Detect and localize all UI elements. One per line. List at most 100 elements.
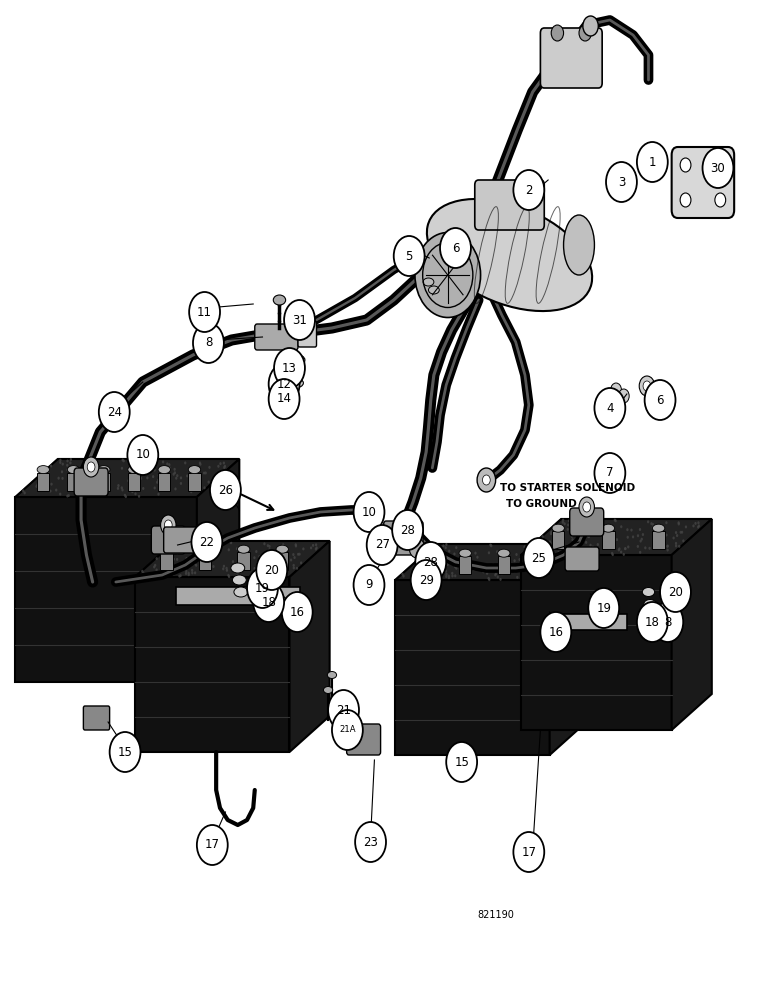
- Circle shape: [537, 566, 539, 569]
- FancyBboxPatch shape: [498, 556, 510, 574]
- Circle shape: [296, 567, 298, 570]
- Circle shape: [191, 571, 194, 574]
- Circle shape: [199, 475, 201, 478]
- Circle shape: [154, 486, 156, 489]
- FancyBboxPatch shape: [151, 526, 185, 554]
- Circle shape: [194, 562, 196, 565]
- Circle shape: [513, 832, 544, 872]
- Circle shape: [200, 549, 202, 552]
- FancyBboxPatch shape: [83, 706, 110, 730]
- Circle shape: [164, 553, 167, 556]
- Circle shape: [544, 574, 547, 577]
- Circle shape: [439, 577, 442, 580]
- Text: 14: 14: [276, 392, 292, 406]
- Ellipse shape: [552, 524, 564, 532]
- Circle shape: [39, 488, 41, 491]
- Circle shape: [556, 570, 558, 573]
- Circle shape: [73, 489, 76, 492]
- Circle shape: [225, 569, 228, 572]
- Circle shape: [155, 568, 157, 571]
- Circle shape: [161, 515, 176, 535]
- Circle shape: [164, 554, 166, 557]
- Circle shape: [178, 544, 180, 547]
- Circle shape: [191, 522, 222, 562]
- Circle shape: [256, 550, 258, 553]
- Circle shape: [176, 541, 178, 544]
- Circle shape: [166, 563, 168, 566]
- Circle shape: [656, 536, 659, 539]
- Circle shape: [185, 572, 188, 575]
- Circle shape: [89, 470, 91, 473]
- Circle shape: [249, 557, 251, 560]
- Ellipse shape: [459, 549, 472, 557]
- Circle shape: [295, 543, 297, 546]
- Circle shape: [537, 560, 540, 563]
- Circle shape: [675, 531, 677, 534]
- Polygon shape: [135, 541, 330, 577]
- Circle shape: [49, 490, 52, 493]
- Ellipse shape: [645, 611, 658, 620]
- Circle shape: [61, 477, 63, 480]
- Circle shape: [501, 572, 503, 575]
- Circle shape: [274, 555, 276, 558]
- Circle shape: [222, 461, 225, 464]
- Circle shape: [533, 552, 535, 555]
- Circle shape: [715, 158, 726, 172]
- Ellipse shape: [238, 545, 250, 553]
- Circle shape: [503, 561, 505, 564]
- Circle shape: [703, 148, 733, 188]
- Circle shape: [273, 553, 275, 556]
- Circle shape: [210, 470, 241, 510]
- Circle shape: [73, 476, 75, 479]
- Ellipse shape: [232, 575, 246, 585]
- Circle shape: [225, 567, 228, 570]
- Circle shape: [201, 552, 203, 555]
- Circle shape: [188, 573, 190, 576]
- Circle shape: [93, 476, 95, 479]
- Circle shape: [655, 531, 658, 534]
- Text: 29: 29: [418, 574, 434, 586]
- Circle shape: [146, 476, 148, 479]
- Circle shape: [88, 468, 90, 471]
- Circle shape: [117, 484, 120, 487]
- Circle shape: [448, 550, 450, 553]
- Circle shape: [533, 561, 535, 564]
- Circle shape: [69, 458, 72, 461]
- Circle shape: [300, 561, 303, 564]
- Circle shape: [482, 475, 490, 485]
- Circle shape: [553, 567, 555, 570]
- Circle shape: [678, 545, 680, 548]
- Circle shape: [641, 538, 643, 541]
- Circle shape: [74, 479, 76, 482]
- Circle shape: [234, 570, 236, 573]
- Circle shape: [244, 567, 246, 570]
- Circle shape: [555, 548, 557, 551]
- Circle shape: [403, 519, 412, 531]
- Circle shape: [627, 536, 629, 539]
- Circle shape: [446, 563, 449, 566]
- Circle shape: [650, 522, 652, 525]
- FancyBboxPatch shape: [459, 556, 472, 574]
- Polygon shape: [15, 459, 239, 497]
- Circle shape: [230, 541, 232, 544]
- Circle shape: [228, 575, 230, 578]
- Ellipse shape: [286, 367, 304, 377]
- Circle shape: [125, 495, 127, 498]
- Ellipse shape: [423, 278, 434, 286]
- Ellipse shape: [644, 599, 656, 608]
- Circle shape: [168, 463, 171, 466]
- Circle shape: [492, 563, 494, 566]
- Circle shape: [186, 560, 188, 563]
- Circle shape: [261, 568, 263, 571]
- Circle shape: [571, 518, 573, 521]
- Circle shape: [121, 488, 124, 491]
- Circle shape: [445, 543, 448, 546]
- Circle shape: [570, 548, 572, 551]
- Circle shape: [269, 379, 300, 419]
- Circle shape: [639, 528, 642, 531]
- Circle shape: [138, 495, 141, 498]
- Text: 22: 22: [199, 536, 215, 548]
- Circle shape: [694, 522, 696, 525]
- Circle shape: [534, 558, 537, 561]
- Circle shape: [494, 573, 496, 576]
